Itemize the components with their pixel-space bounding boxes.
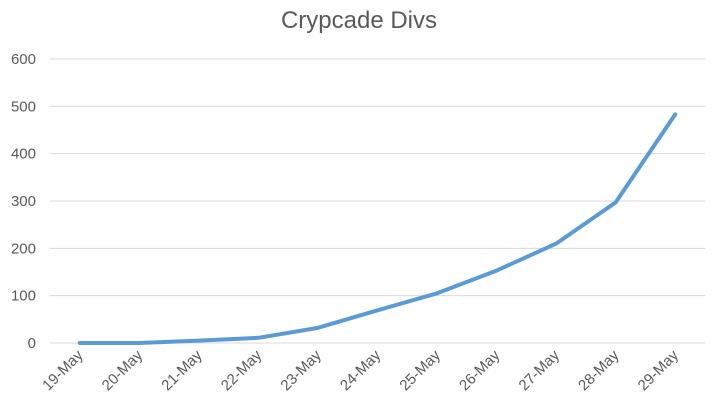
y-tick-label: 100 <box>11 288 36 305</box>
y-tick-label: 0 <box>28 335 36 352</box>
x-tick-label: 25-May <box>396 346 444 394</box>
y-tick-label: 500 <box>11 98 36 115</box>
x-tick-label: 19-May <box>39 346 87 394</box>
x-tick-label: 21-May <box>158 346 206 394</box>
series-line <box>77 112 678 345</box>
y-tick-label: 300 <box>11 193 36 210</box>
x-tick-label: 27-May <box>516 346 564 394</box>
y-axis-ticks: 0 100 200 300 400 500 600 <box>11 51 36 352</box>
y-tick-label: 600 <box>11 51 36 68</box>
series-lines <box>77 112 678 345</box>
x-tick-label: 29-May <box>635 346 683 394</box>
chart-title: Crypcade Divs <box>281 7 437 34</box>
x-tick-label: 26-May <box>456 346 504 394</box>
x-tick-label: 24-May <box>337 346 385 394</box>
y-tick-label: 200 <box>11 240 36 257</box>
gridlines <box>50 58 705 344</box>
y-tick-label: 400 <box>11 146 36 163</box>
x-tick-label: 28-May <box>575 346 623 394</box>
x-tick-label: 20-May <box>99 346 147 394</box>
x-tick-label: 22-May <box>218 346 266 394</box>
x-axis-ticks: 19-May 20-May 21-May 22-May 23-May 24-May 25-M… <box>39 346 682 394</box>
x-tick-label: 23-May <box>277 346 325 394</box>
